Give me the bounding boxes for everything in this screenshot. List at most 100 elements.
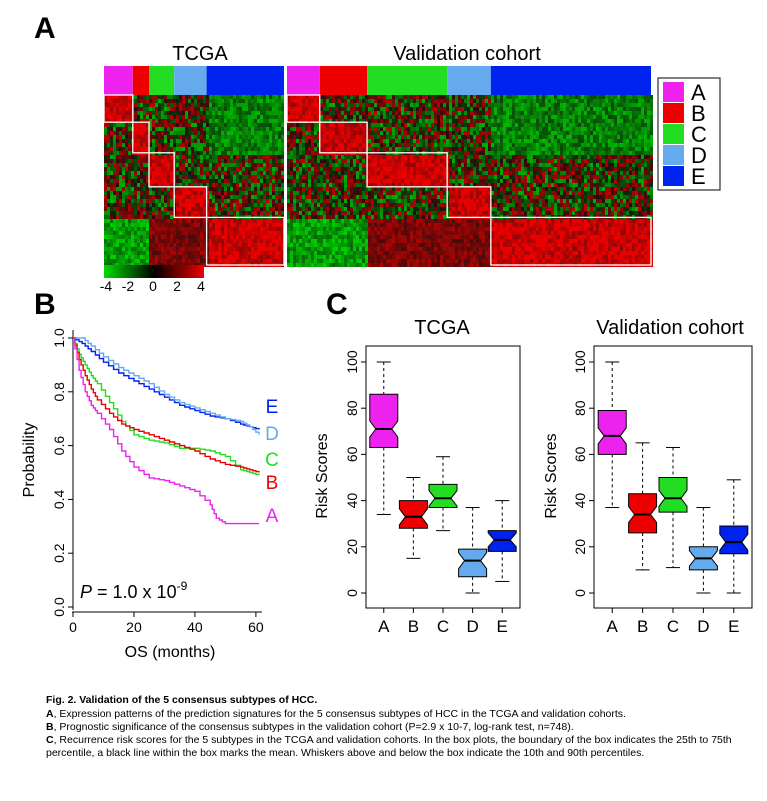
- heatmap-cell: [335, 159, 338, 163]
- heatmap-cell: [197, 251, 200, 255]
- heatmap-cell: [500, 163, 503, 167]
- heatmap-cell: [242, 235, 245, 239]
- heatmap-cell: [242, 195, 245, 199]
- heatmap-cell: [407, 135, 410, 139]
- heatmap-cell: [149, 247, 152, 251]
- heatmap-cell: [353, 99, 356, 103]
- heatmap-cell: [452, 95, 455, 99]
- heatmap-cell: [638, 123, 641, 127]
- heatmap-cell: [215, 187, 218, 191]
- heatmap-cell: [248, 235, 251, 239]
- heatmap-cell: [182, 239, 185, 243]
- heatmap-cell: [170, 115, 173, 119]
- heatmap-cell: [386, 139, 389, 143]
- heatmap-cell: [185, 227, 188, 231]
- heatmap-cell: [170, 235, 173, 239]
- heatmap-cell: [185, 255, 188, 259]
- heatmap-cell: [239, 235, 242, 239]
- heatmap-cell: [644, 111, 647, 115]
- heatmap-cell: [440, 171, 443, 175]
- heatmap-cell: [110, 199, 113, 203]
- heatmap-cell: [143, 127, 146, 131]
- heatmap-cell: [236, 243, 239, 247]
- heatmap-cell: [422, 143, 425, 147]
- heatmap-cell: [203, 143, 206, 147]
- heatmap-cell: [359, 107, 362, 111]
- heatmap-cell: [404, 119, 407, 123]
- heatmap-cell: [425, 131, 428, 135]
- heatmap-cell: [128, 175, 131, 179]
- heatmap-cell: [455, 123, 458, 127]
- heatmap-cell: [521, 107, 524, 111]
- heatmap-cell: [452, 119, 455, 123]
- heatmap-cell: [560, 115, 563, 119]
- heatmap-cell: [143, 247, 146, 251]
- heatmap-cell: [113, 163, 116, 167]
- heatmap-cell: [239, 211, 242, 215]
- heatmap-cell: [647, 119, 650, 123]
- heatmap-cell: [356, 163, 359, 167]
- heatmap-cell: [182, 111, 185, 115]
- heatmap-cell: [515, 147, 518, 151]
- heatmap-cell: [545, 159, 548, 163]
- heatmap-cell: [398, 99, 401, 103]
- heatmap-cell: [443, 167, 446, 171]
- heatmap-cell: [278, 139, 281, 143]
- heatmap-cell: [155, 231, 158, 235]
- heatmap-cell: [125, 215, 128, 219]
- heatmap-cell: [413, 167, 416, 171]
- heatmap-cell: [377, 99, 380, 103]
- heatmap-cell: [470, 135, 473, 139]
- heatmap-cell: [290, 135, 293, 139]
- heatmap-cell: [485, 95, 488, 99]
- heatmap-cell: [641, 99, 644, 103]
- heatmap-cell: [254, 143, 257, 147]
- heatmap-cell: [356, 111, 359, 115]
- heatmap-cell: [605, 123, 608, 127]
- heatmap-cell: [290, 131, 293, 135]
- heatmap-cell: [467, 139, 470, 143]
- heatmap-cell: [140, 95, 143, 99]
- heatmap-cell: [494, 159, 497, 163]
- heatmap-cell: [302, 111, 305, 115]
- subtype-bar-segment: [287, 66, 320, 95]
- heatmap-cell: [203, 139, 206, 143]
- heatmap-cell: [590, 151, 593, 155]
- heatmap-cell: [431, 99, 434, 103]
- heatmap-cell: [203, 263, 206, 267]
- heatmap-cell: [212, 251, 215, 255]
- heatmap-cell: [476, 167, 479, 171]
- heatmap-cell: [383, 107, 386, 111]
- heatmap-cell: [542, 107, 545, 111]
- heatmap-cell: [182, 211, 185, 215]
- heatmap-cell: [536, 151, 539, 155]
- heatmap-cell: [251, 179, 254, 183]
- heatmap-cell: [386, 103, 389, 107]
- heatmap-cell: [197, 211, 200, 215]
- heatmap-cell: [221, 239, 224, 243]
- heatmap-cell: [116, 127, 119, 131]
- heatmap-cell: [374, 99, 377, 103]
- heatmap-cell: [479, 107, 482, 111]
- heatmap-cell: [266, 179, 269, 183]
- heatmap-cell: [503, 127, 506, 131]
- heatmap-cell: [239, 259, 242, 263]
- heatmap-cell: [476, 111, 479, 115]
- heatmap-cell: [590, 163, 593, 167]
- heatmap-cell: [335, 99, 338, 103]
- heatmap-cell: [119, 195, 122, 199]
- heatmap-cell: [164, 99, 167, 103]
- heatmap-cell: [599, 119, 602, 123]
- heatmap-cell: [569, 155, 572, 159]
- heatmap-cell: [521, 135, 524, 139]
- heatmap-cell: [488, 95, 491, 99]
- heatmap-cell: [149, 199, 152, 203]
- heatmap-cell: [107, 107, 110, 111]
- heatmap-cell: [293, 115, 296, 119]
- heatmap-cell: [515, 167, 518, 171]
- heatmap-cell: [458, 119, 461, 123]
- heatmap-cell: [158, 207, 161, 211]
- heatmap-cell: [593, 111, 596, 115]
- heatmap-cell: [170, 103, 173, 107]
- heatmap-cell: [215, 171, 218, 175]
